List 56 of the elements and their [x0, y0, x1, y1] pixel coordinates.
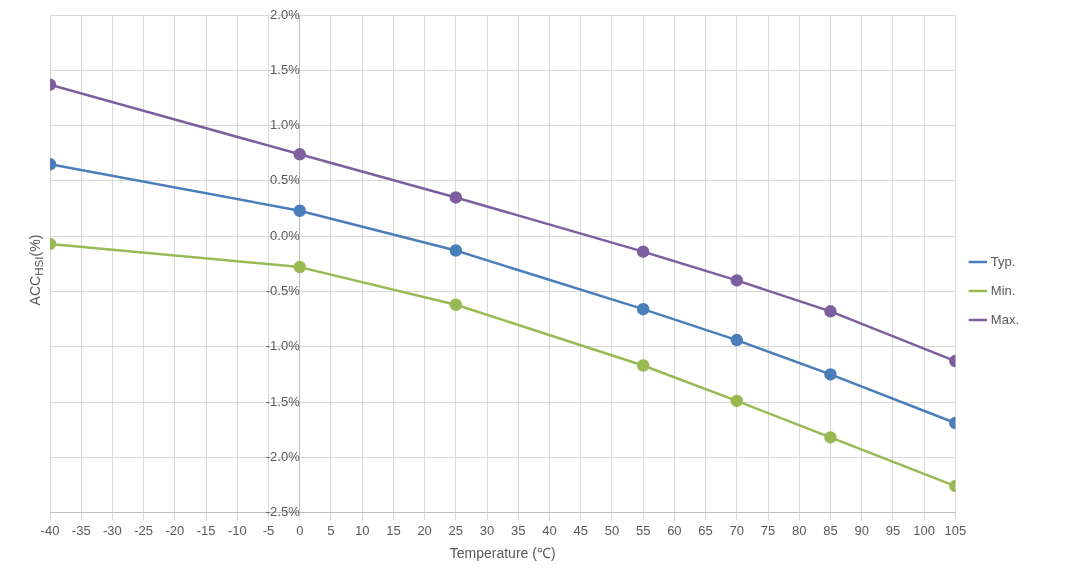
- x-tick-label: -25: [134, 522, 154, 538]
- x-tick-label: 50: [604, 522, 620, 538]
- x-tick-label: -10: [227, 522, 247, 538]
- x-tick-label: 100: [913, 522, 935, 538]
- x-tick-label: 10: [354, 522, 370, 538]
- x-tick-label: 75: [760, 522, 776, 538]
- x-tick-label: 85: [823, 522, 838, 538]
- y-tick-label: -2.5%: [265, 504, 301, 520]
- x-tick-label: 70: [729, 522, 745, 538]
- point: [730, 274, 744, 287]
- point: [449, 298, 463, 311]
- x-tick-label: 65: [698, 522, 713, 538]
- y-tick-label: -1.0%: [265, 338, 301, 354]
- legend-label: Typ.: [990, 253, 1016, 269]
- x-tick-label: 60: [667, 522, 682, 538]
- x-tick-label: 90: [854, 522, 869, 538]
- x-tick-label: 15: [386, 522, 401, 538]
- point: [449, 191, 463, 204]
- y-tick-label: 1.0%: [270, 117, 301, 133]
- y-tick-label: -0.5%: [265, 283, 301, 299]
- y-tick-label: -1.5%: [265, 393, 301, 409]
- x-tick-label: 0: [296, 522, 304, 538]
- x-tick-label: 40: [542, 522, 557, 538]
- x-tick-label: 55: [635, 522, 651, 538]
- point: [730, 333, 744, 347]
- x-tick-label: -35: [71, 522, 91, 538]
- legend-label: Min.: [990, 282, 1016, 298]
- x-tick-label: 30: [479, 522, 495, 538]
- x-tick-label: -5: [262, 522, 275, 538]
- x-tick-label: 5: [327, 522, 335, 538]
- x-tick-label: 105: [944, 522, 967, 538]
- legend-label: Max.: [990, 311, 1019, 327]
- point: [636, 245, 650, 258]
- x-axis-title: Temperature (℃): [449, 545, 556, 562]
- point: [824, 431, 837, 444]
- y-tick-label: -2.0%: [265, 448, 301, 464]
- x-tick-label: 35: [511, 522, 526, 538]
- x-tick-label: -15: [196, 522, 216, 538]
- x-tick-label: -30: [103, 522, 122, 538]
- y-tick-label: 0.5%: [270, 172, 301, 188]
- point: [824, 305, 837, 318]
- x-tick-label: -20: [165, 522, 185, 538]
- x-tick-label: 25: [448, 522, 464, 538]
- x-tick-label: 95: [885, 522, 901, 538]
- y-tick-label: 0.0%: [270, 227, 301, 243]
- x-tick-label: 20: [417, 522, 432, 538]
- point: [636, 359, 650, 372]
- point: [449, 244, 463, 257]
- point: [636, 302, 650, 316]
- point: [824, 368, 837, 381]
- point: [730, 394, 744, 408]
- x-tick-label: 80: [792, 522, 807, 538]
- x-tick-label: -40: [40, 522, 60, 538]
- x-tick-label: 45: [573, 522, 588, 538]
- y-tick-label: 1.5%: [270, 61, 301, 77]
- y-tick-label: 2.0%: [270, 6, 301, 22]
